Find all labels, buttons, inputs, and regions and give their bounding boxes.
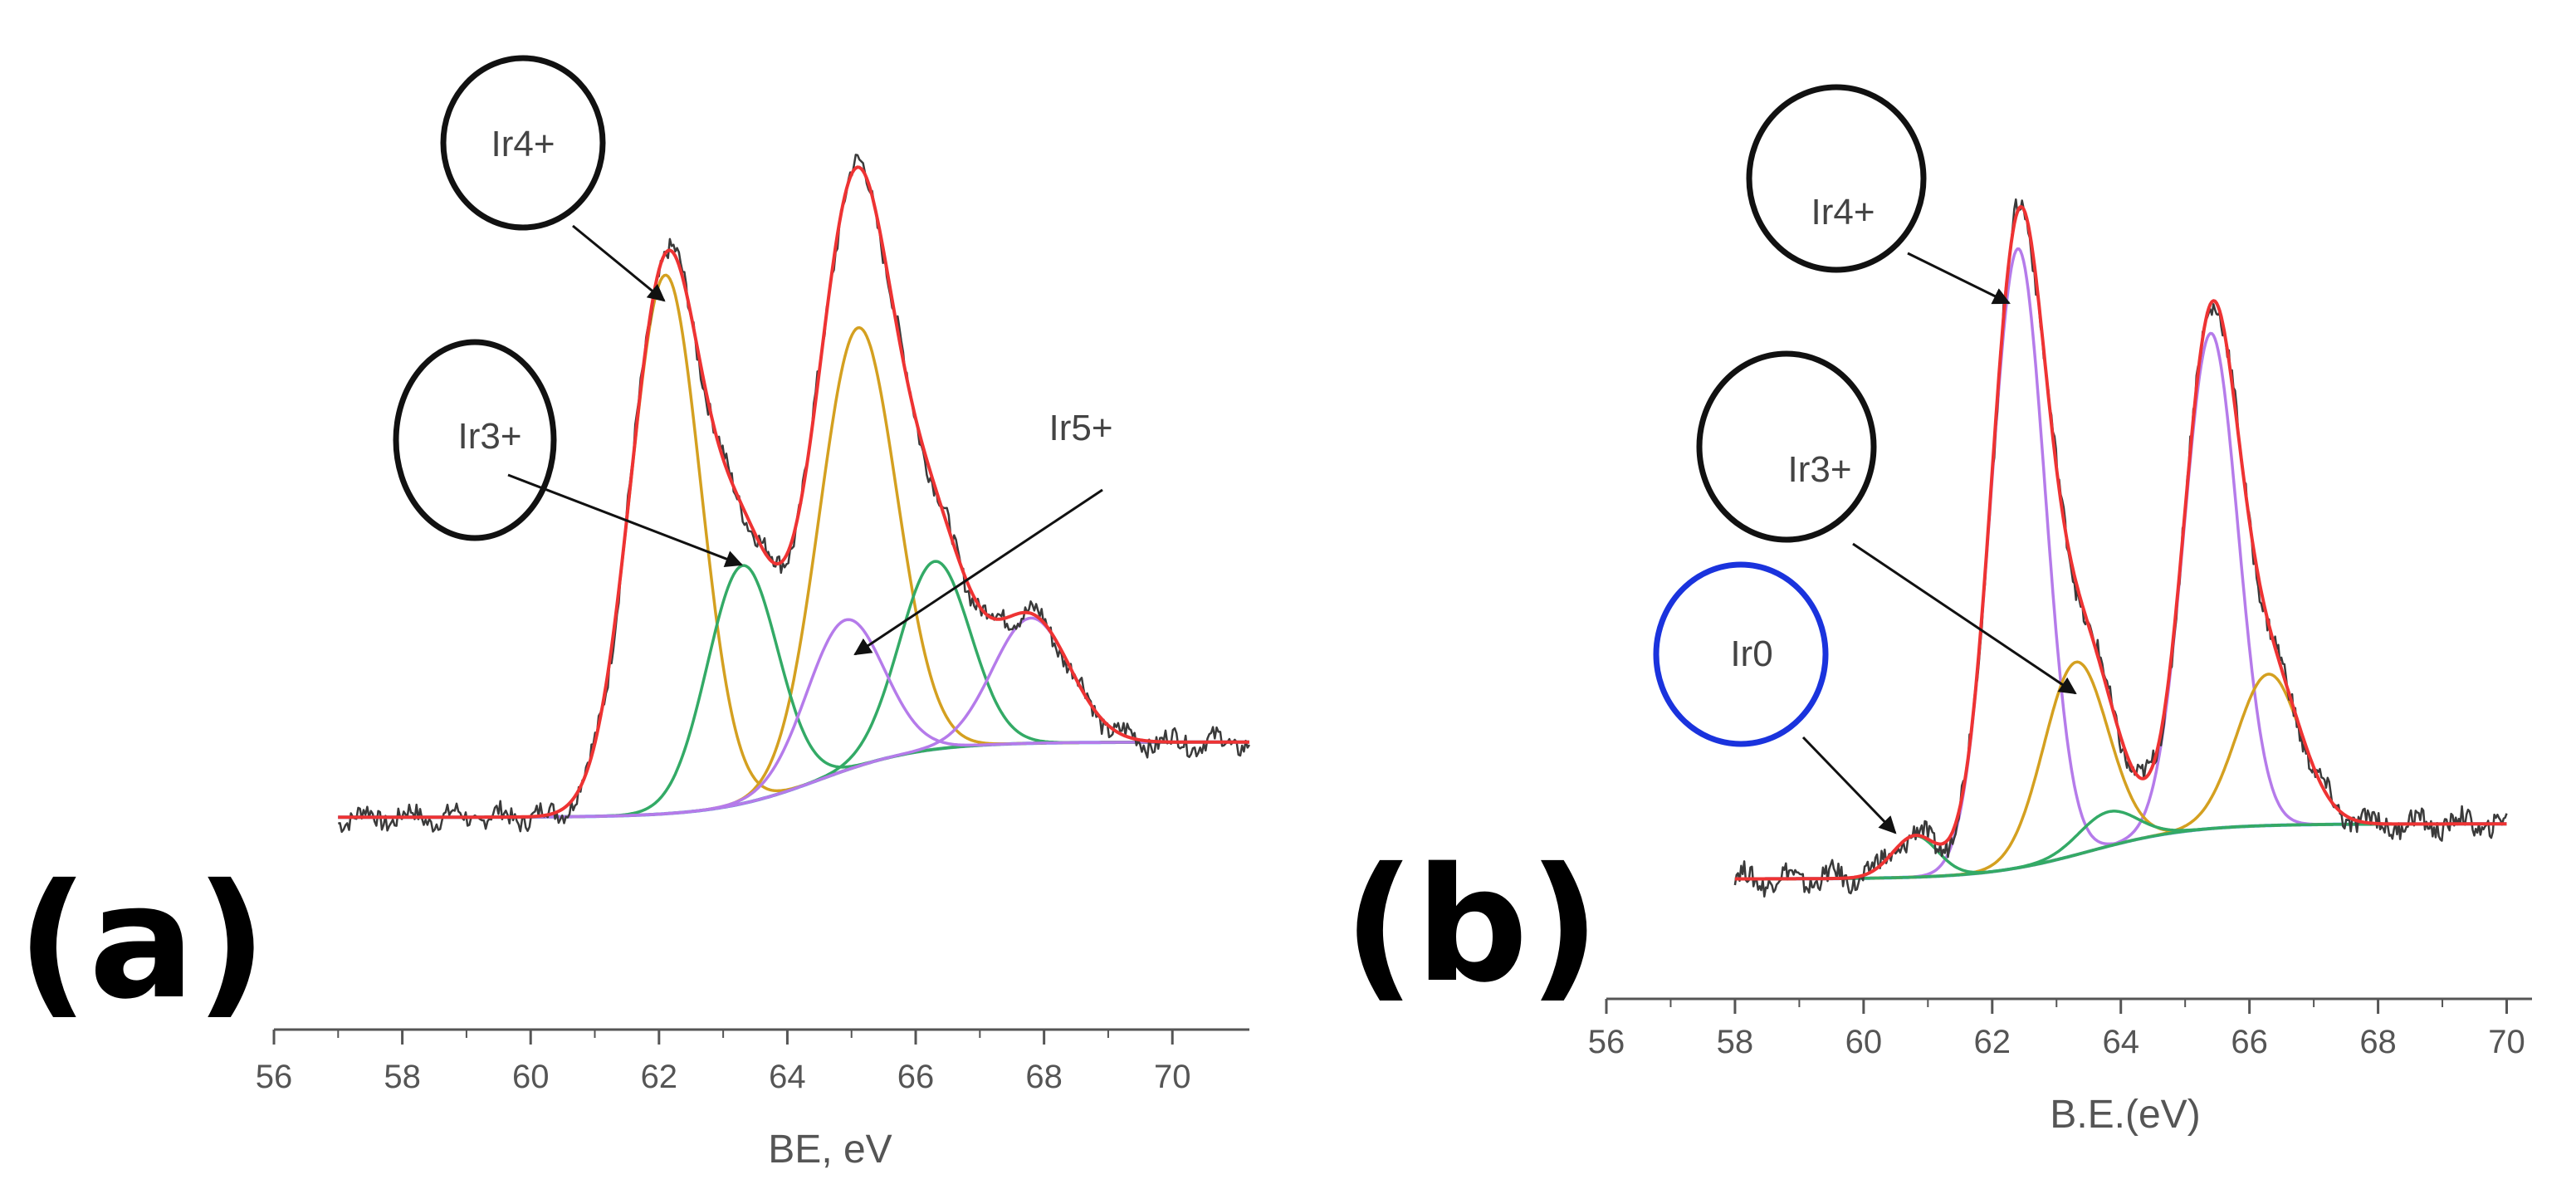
panel-a-annotation-ir4: Ir4+ — [440, 55, 666, 302]
panel-a-ir5-arrow — [853, 488, 1103, 656]
panel-a-x-tick-label: 66 — [897, 1059, 935, 1095]
panel-a-component-ir3-4f5-2 — [338, 560, 1249, 820]
panel-b-raw-data-line — [1733, 198, 2508, 898]
panel-b-label: (b) — [1343, 834, 1601, 1017]
panel-a-annotation-ir3: Ir3+ — [393, 339, 743, 568]
panel-b-ir4-label: Ir4+ — [1811, 192, 1875, 232]
panel-a-curves — [338, 154, 1251, 834]
panel-b-ir3-arrow — [1852, 542, 2077, 695]
panel-b-annotation-ir4: Ir4+ — [1746, 84, 2011, 305]
panel-a-component-ir3-4f7-2 — [338, 564, 1249, 820]
panel-a-ir4-label: Ir4+ — [491, 124, 555, 164]
panel-a-x-tick-label: 60 — [512, 1059, 550, 1095]
panel-a-ir5-label: Ir5+ — [1048, 408, 1112, 448]
panel-b-component-ir3-4f5-2 — [1734, 673, 2507, 881]
panel-b-envelope-line — [1734, 205, 2507, 881]
panel-b-component-ir0-4f5-2 — [1734, 810, 2507, 881]
panel-b-ir0-label: Ir0 — [1730, 634, 1772, 674]
panel-b-annotation-ir3: Ir3+ — [1696, 350, 2077, 695]
panel-a: (a) 56 58 60 62 64 66 68 70 BE, eV Ir4+ Ir3+ Ir… — [17, 55, 1251, 1172]
panel-b-component-ir4-4f7-2 — [1734, 247, 2507, 881]
panel-a-ir3-label: Ir3+ — [457, 416, 521, 457]
panel-b-x-tick-label: 56 — [1588, 1024, 1625, 1060]
panel-b-x-tick-label: 70 — [2488, 1024, 2525, 1060]
panel-a-background-line — [338, 740, 1249, 820]
panel-a-annotation-ir5: Ir5+ — [853, 408, 1113, 656]
panel-a-x-axis-title: BE, eV — [768, 1128, 892, 1172]
panel-b-background-line — [1734, 822, 2507, 881]
panel-a-component-ir5-4f5-2 — [338, 616, 1249, 820]
panel-a-x-tick-label: 68 — [1025, 1059, 1063, 1095]
panel-a-ir4-arrow — [572, 224, 666, 302]
panel-b-ir3-circle — [1696, 350, 1877, 543]
panel-b-component-ir3-4f7-2 — [1734, 660, 2507, 881]
panel-b-ir4-circle — [1746, 84, 1927, 273]
panel-a-x-tick-label: 56 — [256, 1059, 293, 1095]
panel-a-x-tick-label: 58 — [384, 1059, 421, 1095]
panel-b-x-tick-label: 58 — [1717, 1024, 1754, 1060]
panel-b: (b) 56 58 60 62 64 66 68 70 B.E.(eV) Ir4+ Ir3+ … — [1343, 84, 2532, 1137]
panel-b-ir0-arrow — [1801, 736, 1897, 834]
panel-b-x-tick-label: 64 — [2102, 1024, 2139, 1060]
panel-b-curves — [1733, 198, 2508, 898]
panel-b-ir0-circle — [1653, 561, 1829, 747]
panel-a-ir3-arrow — [507, 473, 743, 568]
panel-b-component-ir4-4f5-2 — [1734, 331, 2507, 881]
panel-b-x-tick-label: 62 — [1974, 1024, 2011, 1060]
panel-b-x-axis-title: B.E.(eV) — [2050, 1093, 2200, 1137]
panel-b-annotation-ir0: Ir0 — [1653, 561, 1897, 834]
panel-a-envelope-line — [338, 165, 1249, 820]
panel-b-x-tick-label: 68 — [2359, 1024, 2397, 1060]
panel-b-x-axis: 56 58 60 62 64 66 68 70 B.E.(eV) — [1588, 997, 2532, 1137]
panel-a-x-tick-label: 70 — [1154, 1059, 1191, 1095]
panel-a-ir4-circle — [440, 55, 606, 231]
panel-b-x-tick-label: 66 — [2231, 1024, 2268, 1060]
panel-a-x-axis: 56 58 60 62 64 66 68 70 BE, eV — [256, 1028, 1249, 1172]
panel-a-ir3-circle — [393, 339, 557, 541]
panel-b-x-tick-label: 60 — [1845, 1024, 1883, 1060]
panel-b-ir4-arrow — [1907, 252, 2011, 305]
panel-a-x-tick-label: 62 — [641, 1059, 678, 1095]
panel-a-x-tick-label: 64 — [769, 1059, 806, 1095]
panel-b-ir3-label: Ir3+ — [1787, 449, 1851, 490]
panel-a-label: (a) — [17, 850, 267, 1034]
panel-b-component-ir0-4f7-2 — [1734, 822, 2507, 881]
